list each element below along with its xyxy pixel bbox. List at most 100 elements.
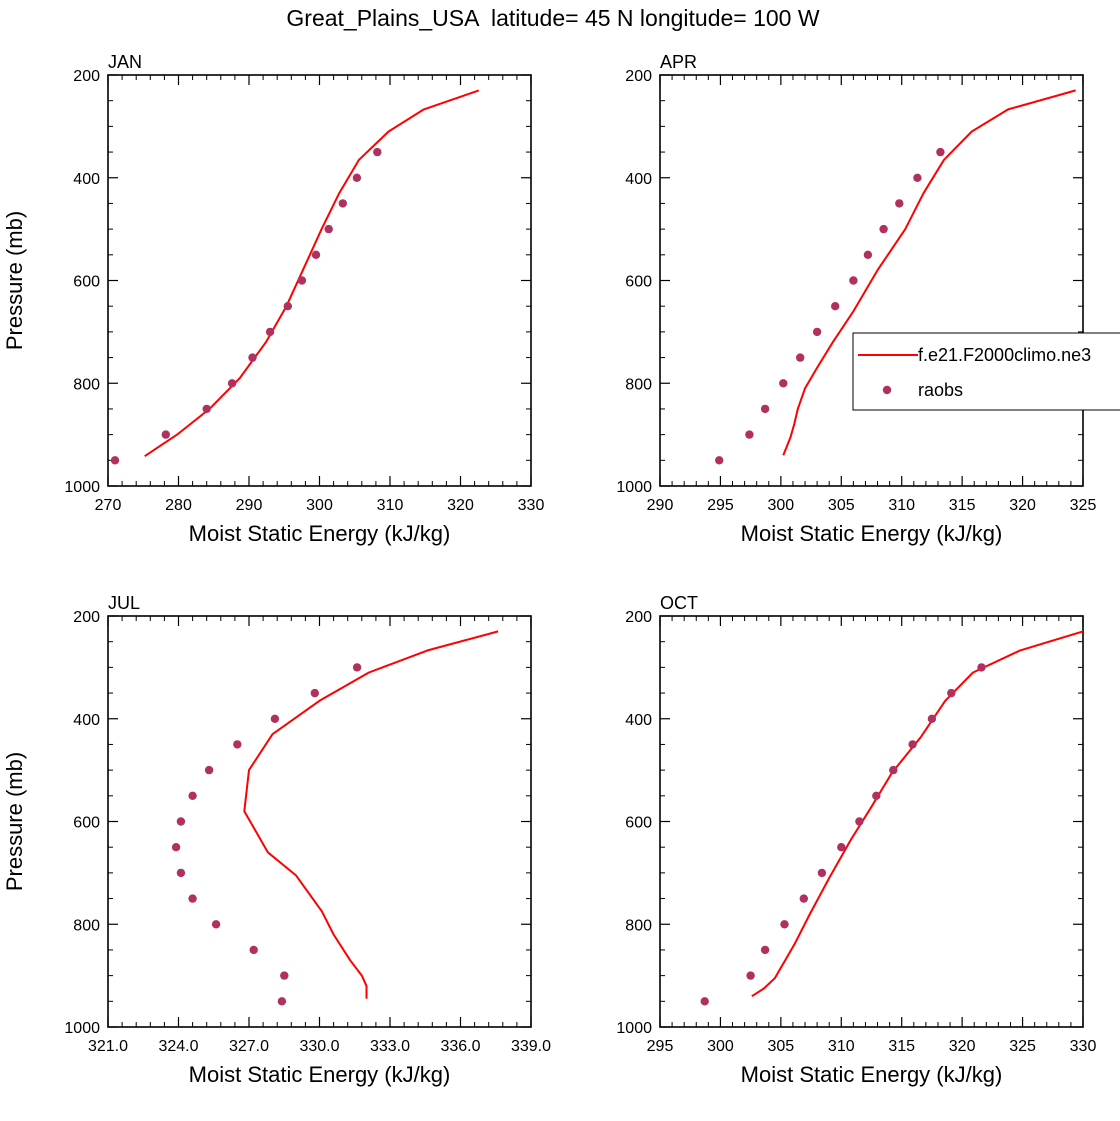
y-tick-label: 400 [73,712,100,729]
x-tick-label: 315 [888,1038,915,1055]
x-tick-label: 295 [647,1038,674,1055]
raobs-point [799,894,808,903]
legend: f.e21.F2000climo.ne3 raobs [852,332,1120,411]
x-tick-label: 310 [888,497,915,514]
legend-obs-label: raobs [918,380,963,400]
x-tick-label: 300 [707,1038,734,1055]
y-tick-label: 200 [625,68,652,85]
y-tick-label: 200 [73,609,100,626]
x-tick-label: 325 [1009,1038,1036,1055]
y-tick-label: 600 [625,274,652,291]
y-tick-label: 800 [625,917,652,934]
y-tick-label: 800 [73,917,100,934]
x-tick-label: 324.0 [158,1038,198,1055]
x-tick-label: 315 [949,497,976,514]
panel-jan: JAN 270 280 290 300 310 320 330 200 400 600 800 1000… [2,52,544,546]
x-axis-label: Moist Static Energy (kJ/kg) [189,521,451,546]
y-tick-label: 600 [73,815,100,832]
legend-model-label: f.e21.F2000climo.ne3 [918,345,1091,365]
y-tick-label: 1000 [616,1020,652,1037]
x-tick-label: 327.0 [229,1038,269,1055]
raobs-point [277,997,287,1006]
raobs-point [204,765,214,775]
plot-frame [659,615,1084,1028]
x-tick-label: 330.0 [299,1038,339,1055]
x-tick-label: 330 [1070,1038,1097,1055]
raobs-point [176,868,186,878]
model-series-line [144,89,480,458]
y-tick-label: 400 [625,171,652,188]
y-tick-label: 800 [73,376,100,393]
raobs-point [817,868,827,878]
x-tick-label: 300 [306,497,333,514]
raobs-point [280,971,289,980]
raobs-point [310,688,319,698]
raobs-point [837,843,846,852]
raobs-point [283,302,292,311]
model-series-line [751,630,1084,998]
raobs-point [831,302,840,311]
y-tick-label: 1000 [64,1020,100,1037]
raobs-point [863,250,873,259]
x-tick-label: 320 [949,1038,976,1055]
model-series-line [782,89,1076,456]
raobs-point [188,791,197,800]
panels: JAN 270 280 290 300 310 320 330 200 400 600 800 1000… [2,52,1096,1087]
y-tick-label: 400 [73,171,100,188]
y-tick-label: 200 [625,609,652,626]
panel-label: JAN [108,52,142,72]
legend-obs-marker [882,385,892,395]
raobs-point [812,327,822,337]
y-tick-label: 400 [625,712,652,729]
raobs-point [927,714,937,723]
x-tick-label: 321.0 [88,1038,128,1055]
x-tick-label: 336.0 [440,1038,480,1055]
y-axis-label: Pressure (mb) [2,752,27,891]
raobs-point [977,663,986,672]
x-tick-label: 320 [1009,497,1036,514]
raobs-point [779,379,788,388]
x-axis-label: Moist Static Energy (kJ/kg) [741,521,1003,546]
raobs-point [908,740,917,749]
y-tick-label: 800 [625,376,652,393]
y-axis-label: Pressure (mb) [2,211,27,350]
panel-oct: OCT 295 300 305 310 315 320 325 330 200 400 600 800 1… [616,593,1096,1087]
panel-jul: JUL 321.0 324.0 327.0 330.0 333.0 336.0 339.0 20… [2,593,551,1087]
raobs-point [760,945,770,955]
raobs-point [352,173,362,182]
x-tick-label: 295 [707,497,734,514]
x-tick-label: 310 [377,497,404,514]
x-tick-label: 290 [647,497,674,514]
raobs-point [324,224,333,234]
panel-label: JUL [108,593,140,613]
raobs-point [188,894,197,903]
raobs-point [270,714,280,723]
raobs-point [746,971,755,980]
plot-frame [107,615,532,1028]
y-tick-label: 600 [625,815,652,832]
x-tick-label: 305 [828,497,855,514]
raobs-point [352,663,362,672]
y-tick-label: 1000 [616,479,652,496]
raobs-point [849,276,858,285]
x-axis-label: Moist Static Energy (kJ/kg) [189,1062,451,1087]
raobs-point [211,920,221,929]
raobs-point [297,276,307,285]
raobs-point [700,997,709,1006]
raobs-point [227,379,237,388]
plot-frame [107,74,532,487]
model-series-line [243,630,499,999]
x-tick-label: 305 [768,1038,795,1055]
raobs-point [171,843,181,852]
panel-label: OCT [660,593,698,613]
x-tick-label: 290 [236,497,263,514]
y-tick-label: 600 [73,274,100,291]
raobs-point [936,147,945,157]
raobs-point [265,327,275,337]
raobs-point [796,353,805,362]
x-tick-label: 339.0 [511,1038,551,1055]
raobs-point [248,353,257,362]
legend-box [852,332,1120,411]
x-tick-label: 333.0 [370,1038,410,1055]
